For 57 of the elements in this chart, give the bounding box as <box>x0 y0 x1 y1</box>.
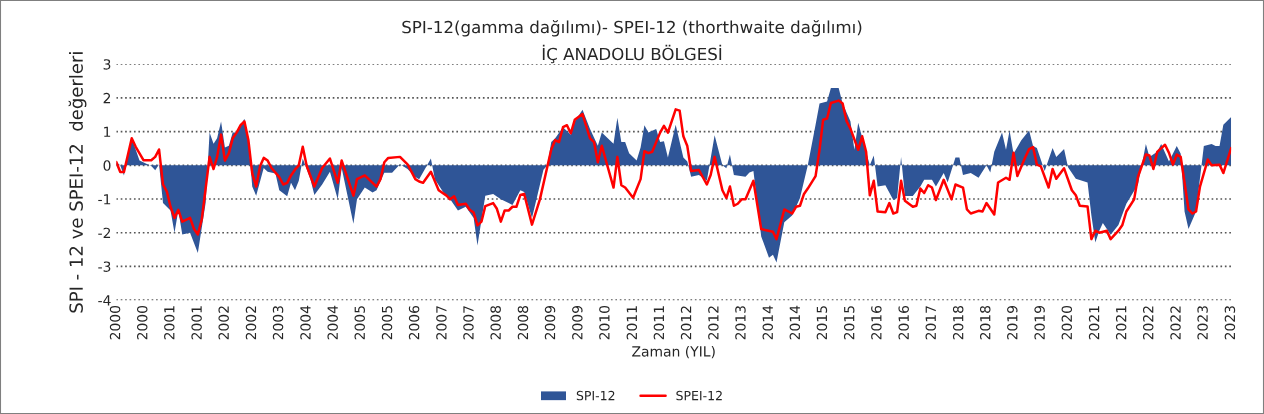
x-tick-label: 2012 <box>708 306 719 340</box>
x-tick-label: 2011 <box>626 306 638 340</box>
x-tick-label: 2011 <box>653 306 665 340</box>
x-tick-label: 2001 <box>191 306 202 340</box>
x-tick-label: 2009 <box>544 305 556 340</box>
x-tick-label: 2008 <box>490 305 501 340</box>
legend-label: SPEI-12 <box>676 390 722 401</box>
y-tick-label: 1 <box>104 126 111 137</box>
y-tick-label: -1 <box>98 194 111 205</box>
x-tick-label: 2007 <box>436 306 447 340</box>
x-tick-label: 2021 <box>1115 306 1127 340</box>
x-tick-label: 2016 <box>871 305 882 340</box>
x-tick-label: 2005 <box>381 306 393 340</box>
x-tick-label: 2003 <box>272 306 284 340</box>
x-tick-label: 2015 <box>843 306 855 340</box>
x-tick-label: 2020 <box>1061 305 1073 340</box>
y-tick-label: -4 <box>98 295 111 306</box>
x-tick-label: 2004 <box>300 305 311 340</box>
x-tick-label: 2000 <box>109 305 121 340</box>
x-tick-label: 2019 <box>1007 305 1018 340</box>
x-tick-label: 2014 <box>789 305 801 340</box>
x-tick-label: 2002 <box>218 306 229 340</box>
y-tick-label: -3 <box>98 261 111 272</box>
x-tick-label: 2010 <box>599 305 610 340</box>
y-tick-label: 2 <box>103 92 111 104</box>
x-tick-label: 2022 <box>1142 306 1154 340</box>
x-tick-label: 2018 <box>979 305 991 340</box>
x-tick-label: 2021 <box>1088 306 1100 340</box>
x-tick-label: 2000 <box>137 305 148 340</box>
y-tick-label: 3 <box>103 59 111 70</box>
x-tick-label: 2012 <box>680 306 692 340</box>
x-tick-label: 2004 <box>327 305 338 340</box>
x-tick-label: 2015 <box>816 306 828 340</box>
x-tick-label: 2023 <box>1197 306 1208 340</box>
y-tick-label: -2 <box>98 227 111 238</box>
x-tick-label: 2005 <box>354 306 365 340</box>
x-tick-label: 2009 <box>572 305 583 340</box>
x-tick-label: 2018 <box>952 305 964 340</box>
chart-subtitle: İÇ ANADOLU BÖLGESİ <box>542 44 722 64</box>
y-tick-label: 0 <box>103 160 111 171</box>
x-tick-label: 2002 <box>245 306 257 340</box>
x-tick-label: 2008 <box>517 305 529 340</box>
x-tick-label: 2006 <box>408 305 420 340</box>
x-tick-label: 2014 <box>762 305 774 340</box>
chart-title: SPI-12(gamma dağılımı)- SPEI-12 (thorthwaite dağılımı) <box>402 20 862 37</box>
x-axis-title: Zaman (YIL) <box>632 345 715 359</box>
x-tick-label: 2023 <box>1224 306 1236 340</box>
x-tick-label: 2016 <box>898 305 909 340</box>
x-tick-label: 2022 <box>1170 306 1181 340</box>
x-tick-label: 2019 <box>1034 305 1045 340</box>
line-series <box>116 99 1232 241</box>
x-tick-label: 2017 <box>925 306 936 340</box>
x-tick-label: 2013 <box>735 306 746 340</box>
legend-label: SPI-12 <box>576 390 615 401</box>
y-axis-title: SPI - 12 ve SPEI-12 değerleri <box>68 52 87 313</box>
x-tick-label: 2007 <box>463 306 474 340</box>
x-tick-label: 2001 <box>164 306 175 340</box>
